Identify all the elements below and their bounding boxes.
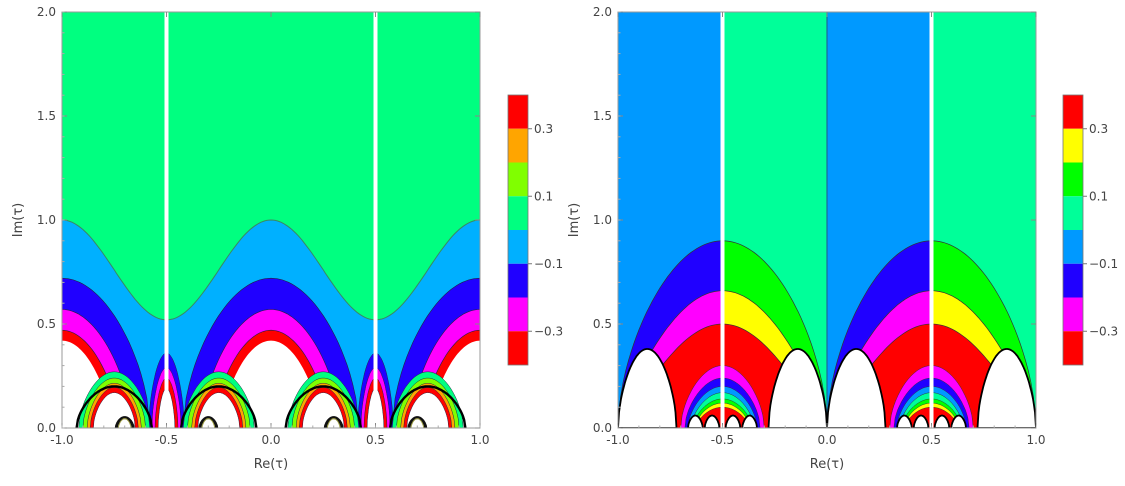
plot-area [618,12,1036,428]
small-white-hole [724,414,742,428]
colorbar: 0.3 0.1 −0.1 −0.3 [1062,94,1118,366]
left-chart: -1.0 -0.5 0.0 0.5 1.0 0.0 0.5 1.0 1.5 2.0 Re(τ) Im(… [11,5,563,472]
small-white-hole [950,414,967,428]
colorbar-band [1063,297,1083,332]
fan-band [302,392,345,428]
y-axis-label: Im(τ) [567,203,582,237]
x-tick-label: 1.0 [1026,433,1045,447]
fan-band [406,392,449,428]
black-arc [388,385,467,428]
white-gap [373,12,378,428]
colorbar-band [508,230,528,264]
small-white-hole [896,414,913,428]
y-axis-label: Im(τ) [11,203,26,237]
y-tick-label: 2.0 [37,5,56,19]
y-tick-label: 0.0 [37,421,56,435]
x-axis-label: Re(τ) [810,457,844,472]
black-arc [284,385,363,428]
small-black-arc [114,416,135,428]
colorbar-band [1063,95,1083,129]
colorbar-tick-label: 0.3 [534,122,553,136]
small-olive-arc [410,418,425,428]
x-tick-label: 0.0 [817,433,836,447]
colorbar: 0.3 0.1 −0.1 −0.3 [507,94,563,366]
colorbar-band [1063,128,1083,163]
small-white-hole [687,414,704,428]
white-gap [720,12,725,428]
x-tick-label: 0.0 [261,433,280,447]
colorbar-band [1063,230,1083,264]
y-tick-label: 1.0 [593,213,612,227]
x-tick-label: 1.0 [470,433,489,447]
y-tick-label: 1.5 [593,109,612,123]
colorbar-band [508,128,528,163]
small-olive-arc [326,418,341,428]
colorbar-tick-label: 0.1 [534,189,553,203]
white-gap [164,12,169,428]
small-white-hole [741,414,758,428]
right-chart: -1.0 -0.5 0.0 0.5 1.0 0.0 0.5 1.0 1.5 2.0 Re(τ) Im(… [567,5,1118,472]
small-olive-arc [117,418,132,428]
colorbar-tick-label: −0.1 [1089,257,1118,271]
colorbar-tick-label: −0.1 [534,257,563,271]
y-tick-label: 2.0 [593,5,612,19]
white-hole [826,348,887,428]
colorbar-tick-label: −0.3 [1089,324,1118,338]
white-gap [929,12,934,428]
white-hole [767,348,828,428]
small-white-hole [933,414,951,428]
colorbar-band [1063,162,1083,197]
plot-area [62,12,480,428]
x-tick-label: 0.5 [366,433,385,447]
colorbar-band [508,331,528,365]
y-tick-label: 0.0 [593,421,612,435]
colorbar-frame [507,94,529,366]
white-hole [618,348,678,428]
black-arc [75,385,154,428]
colorbar-band [1063,196,1083,230]
fan-band [93,392,136,428]
colorbar-band [508,263,528,298]
fan-band [197,392,240,428]
small-white-hole [703,414,721,428]
black-arc [179,385,258,428]
colorbar-band [508,95,528,129]
y-tick-label: 0.5 [593,317,612,331]
y-tick-label: 1.5 [37,109,56,123]
x-tick-label: 0.5 [922,433,941,447]
colorbar-tick-label: 0.1 [1089,189,1108,203]
small-black-arc [323,416,344,428]
colorbar-frame [1062,94,1084,366]
x-tick-label: -1.0 [50,433,73,447]
small-olive-arc [201,418,216,428]
white-hole [976,348,1036,428]
colorbar-band [508,162,528,197]
small-white-hole [912,414,930,428]
small-black-arc [407,416,428,428]
small-black-arc [198,416,219,428]
colorbar-tick-label: −0.3 [534,324,563,338]
x-tick-label: -0.5 [155,433,178,447]
colorbar-band [1063,263,1083,298]
y-tick-label: 1.0 [37,213,56,227]
x-tick-label: -1.0 [606,433,629,447]
colorbar-tick-label: 0.3 [1089,122,1108,136]
colorbar-band [1063,331,1083,365]
y-tick-label: 0.5 [37,317,56,331]
x-axis-label: Re(τ) [254,457,288,472]
colorbar-band [508,196,528,230]
x-tick-label: -0.5 [711,433,734,447]
colorbar-band [508,297,528,332]
